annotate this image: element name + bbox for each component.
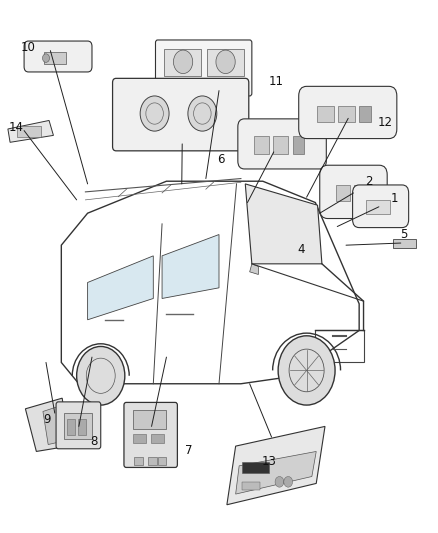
Bar	[293, 136, 304, 154]
Text: 12: 12	[378, 116, 392, 129]
FancyBboxPatch shape	[320, 165, 387, 219]
Text: 11: 11	[268, 75, 283, 87]
Bar	[393, 239, 416, 248]
Bar	[336, 185, 350, 201]
Bar	[315, 330, 364, 362]
Text: 5: 5	[400, 228, 407, 241]
Text: 6: 6	[217, 154, 225, 166]
Bar	[148, 457, 157, 465]
Polygon shape	[88, 256, 153, 320]
Bar	[17, 126, 41, 137]
Bar	[254, 136, 269, 154]
Bar	[133, 434, 146, 443]
Polygon shape	[236, 451, 316, 494]
FancyBboxPatch shape	[124, 402, 177, 467]
Bar	[44, 52, 66, 64]
Circle shape	[42, 54, 49, 62]
Bar	[67, 419, 75, 435]
Circle shape	[284, 477, 293, 487]
Bar	[317, 106, 334, 122]
Polygon shape	[162, 235, 219, 298]
Bar	[134, 457, 143, 465]
Bar	[338, 106, 355, 122]
Text: 1: 1	[390, 192, 398, 205]
Text: 8: 8	[91, 435, 98, 448]
Bar	[78, 419, 86, 435]
Bar	[158, 457, 166, 465]
Text: 14: 14	[9, 122, 24, 134]
FancyBboxPatch shape	[113, 78, 249, 151]
Polygon shape	[8, 120, 53, 142]
Polygon shape	[43, 406, 65, 445]
Bar	[242, 462, 269, 473]
Bar	[64, 413, 92, 439]
Polygon shape	[250, 264, 258, 274]
Circle shape	[140, 96, 169, 131]
Text: 7: 7	[184, 444, 192, 457]
Bar	[273, 136, 288, 154]
Bar	[242, 482, 260, 490]
Bar	[151, 434, 164, 443]
FancyBboxPatch shape	[56, 402, 101, 449]
Polygon shape	[227, 426, 325, 505]
Circle shape	[275, 477, 284, 487]
Text: 2: 2	[365, 175, 373, 188]
Text: 4: 4	[297, 243, 305, 256]
FancyBboxPatch shape	[353, 185, 409, 228]
Circle shape	[77, 346, 125, 405]
Polygon shape	[25, 398, 69, 451]
FancyBboxPatch shape	[155, 40, 252, 96]
Circle shape	[173, 50, 193, 74]
FancyBboxPatch shape	[238, 119, 326, 169]
Bar	[354, 185, 367, 201]
Text: 9: 9	[43, 413, 51, 426]
Bar	[366, 200, 390, 214]
Bar	[133, 410, 166, 429]
Bar	[164, 49, 201, 76]
Circle shape	[216, 50, 235, 74]
Text: 13: 13	[262, 455, 277, 467]
Text: 10: 10	[21, 42, 36, 54]
FancyBboxPatch shape	[24, 41, 92, 72]
Polygon shape	[245, 184, 322, 264]
FancyBboxPatch shape	[299, 86, 397, 139]
Bar	[359, 106, 371, 122]
Circle shape	[278, 336, 335, 405]
Bar	[207, 49, 244, 76]
Circle shape	[188, 96, 217, 131]
